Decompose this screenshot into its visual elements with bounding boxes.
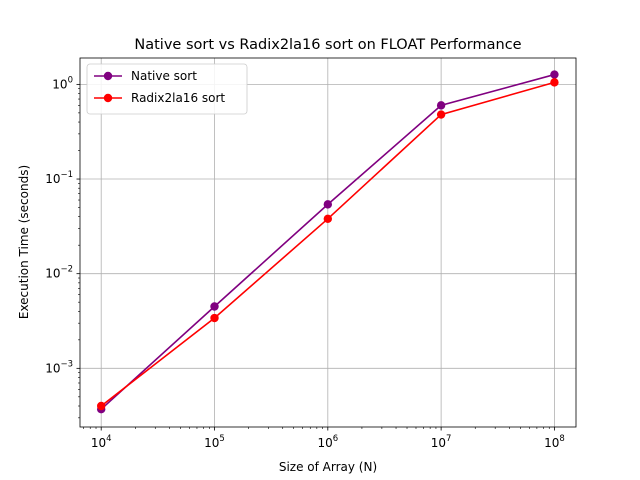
data-point [210, 302, 219, 311]
data-point [96, 401, 106, 411]
grid-lines [80, 58, 576, 427]
data-point [550, 70, 559, 79]
legend-item: Native sort [94, 69, 197, 83]
data-point [323, 214, 333, 224]
data-point [550, 78, 559, 87]
x-tick-label: 104 [91, 434, 112, 450]
series-layer [96, 70, 559, 414]
legend: Native sort Radix2la16 sort [86, 63, 248, 115]
legend-marker [103, 71, 113, 81]
axis-ticks: 104 105 106 107 108 10−3 10−2 10−1 100 [45, 75, 565, 450]
data-point [436, 101, 446, 110]
y-axis-label: Execution Time (seconds) [17, 165, 31, 319]
data-point [323, 200, 333, 209]
data-point [210, 313, 219, 323]
x-tick-label: 106 [317, 434, 338, 450]
x-tick-label: 105 [204, 434, 225, 450]
legend-label: Native sort [131, 69, 197, 83]
data-point [436, 110, 446, 119]
x-tick-label: 108 [544, 434, 565, 450]
y-tick-label: 10−3 [45, 359, 73, 375]
y-tick-label: 10−2 [45, 265, 73, 281]
x-tick-label: 107 [431, 434, 452, 450]
legend-item: Radix2la16 sort [94, 91, 225, 105]
chart-title: Native sort vs Radix2la16 sort on FLOAT … [134, 37, 521, 53]
legend-box [86, 63, 248, 115]
legend-marker [103, 93, 113, 103]
y-tick-label: 100 [52, 75, 73, 91]
x-axis-label: Size of Array (N) [279, 460, 377, 474]
legend-label: Radix2la16 sort [131, 91, 225, 105]
series-1 [96, 78, 559, 411]
y-tick-label: 10−1 [45, 170, 73, 186]
